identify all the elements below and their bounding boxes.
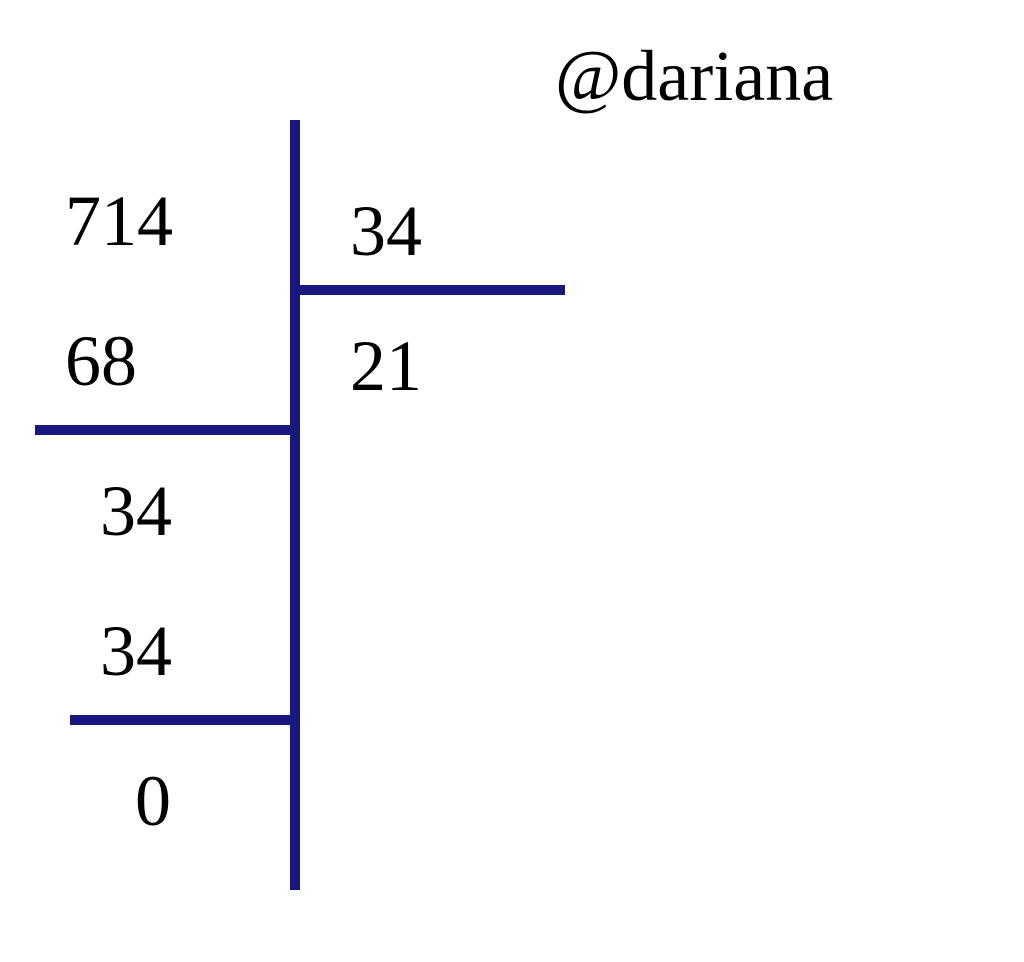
remainder: 0: [135, 765, 171, 837]
subtraction-line-1: [35, 425, 295, 435]
quotient: 21: [350, 330, 422, 402]
divisor: 34: [350, 195, 422, 267]
divisor-underline: [295, 285, 565, 295]
dividend: 714: [65, 185, 173, 257]
subtraction-line-2: [70, 715, 295, 725]
vertical-divider-line: [290, 120, 300, 890]
work-line-2: 34: [100, 475, 172, 547]
work-line-1: 68: [65, 325, 137, 397]
watermark-text: @dariana: [555, 40, 833, 112]
work-line-3: 34: [100, 615, 172, 687]
